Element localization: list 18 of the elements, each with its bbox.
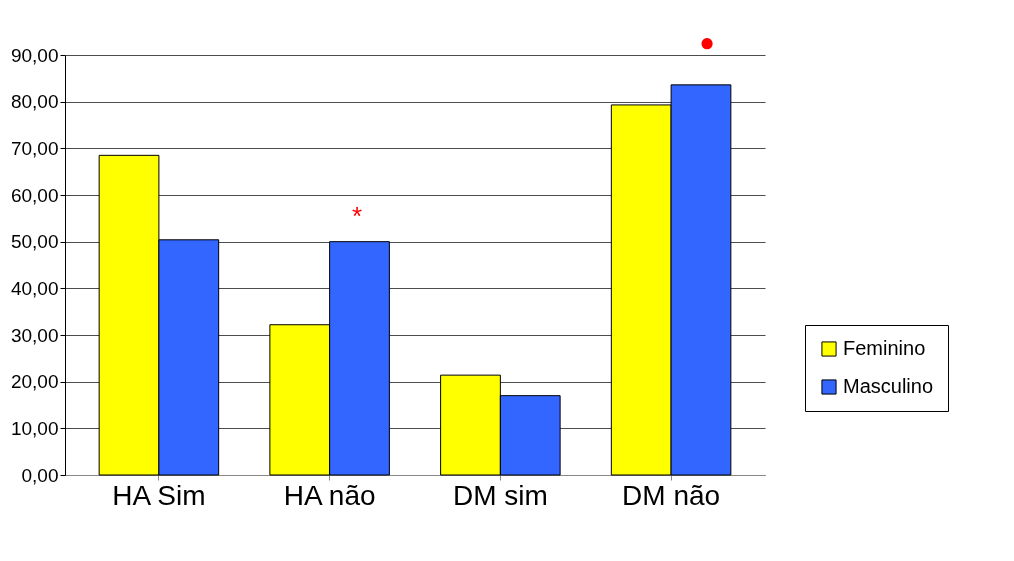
legend-label: Feminino [843,337,926,359]
legend-label: Masculino [843,375,934,397]
x-tick-label: HA não [283,479,376,511]
y-tick-label: 90,00 [10,44,59,66]
y-tick-label: 50,00 [10,231,59,253]
x-tick-label: DM sim [452,479,548,511]
y-tick-label: 20,00 [10,371,59,393]
y-tick-label: 40,00 [10,277,59,299]
y-tick-label: 10,00 [10,417,59,439]
y-tick-label: 60,00 [10,184,59,206]
annotation: ● [699,27,715,57]
y-tick-label: 70,00 [10,137,59,159]
y-tick-label: 0,00 [21,464,59,486]
y-tick-label: 30,00 [10,324,59,346]
annotation: * [351,201,363,231]
x-tick-label: HA Sim [112,479,206,511]
y-tick-label: 80,00 [10,91,59,113]
x-tick-label: DM não [622,479,721,511]
